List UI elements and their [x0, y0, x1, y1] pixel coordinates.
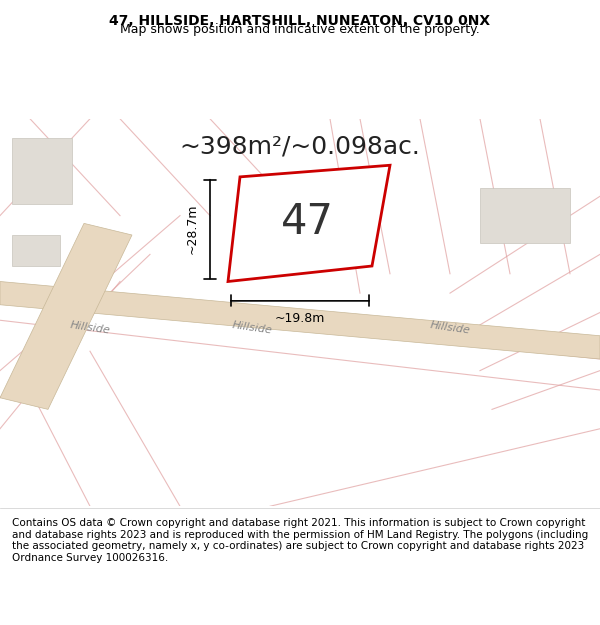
Text: 47: 47: [281, 201, 334, 243]
Text: Hillside: Hillside: [69, 320, 111, 336]
Polygon shape: [12, 138, 72, 204]
Text: 47, HILLSIDE, HARTSHILL, NUNEATON, CV10 0NX: 47, HILLSIDE, HARTSHILL, NUNEATON, CV10 …: [109, 14, 491, 28]
Polygon shape: [480, 189, 570, 242]
Polygon shape: [228, 165, 390, 281]
Polygon shape: [12, 235, 60, 266]
Polygon shape: [0, 281, 600, 359]
Text: ~28.7m: ~28.7m: [185, 204, 199, 254]
Text: Hillside: Hillside: [231, 320, 273, 336]
Polygon shape: [0, 223, 132, 409]
Text: Map shows position and indicative extent of the property.: Map shows position and indicative extent…: [120, 23, 480, 36]
Text: Hillside: Hillside: [429, 320, 471, 336]
Text: ~19.8m: ~19.8m: [275, 312, 325, 326]
Text: Contains OS data © Crown copyright and database right 2021. This information is : Contains OS data © Crown copyright and d…: [12, 518, 588, 563]
Text: ~398m²/~0.098ac.: ~398m²/~0.098ac.: [179, 134, 421, 158]
